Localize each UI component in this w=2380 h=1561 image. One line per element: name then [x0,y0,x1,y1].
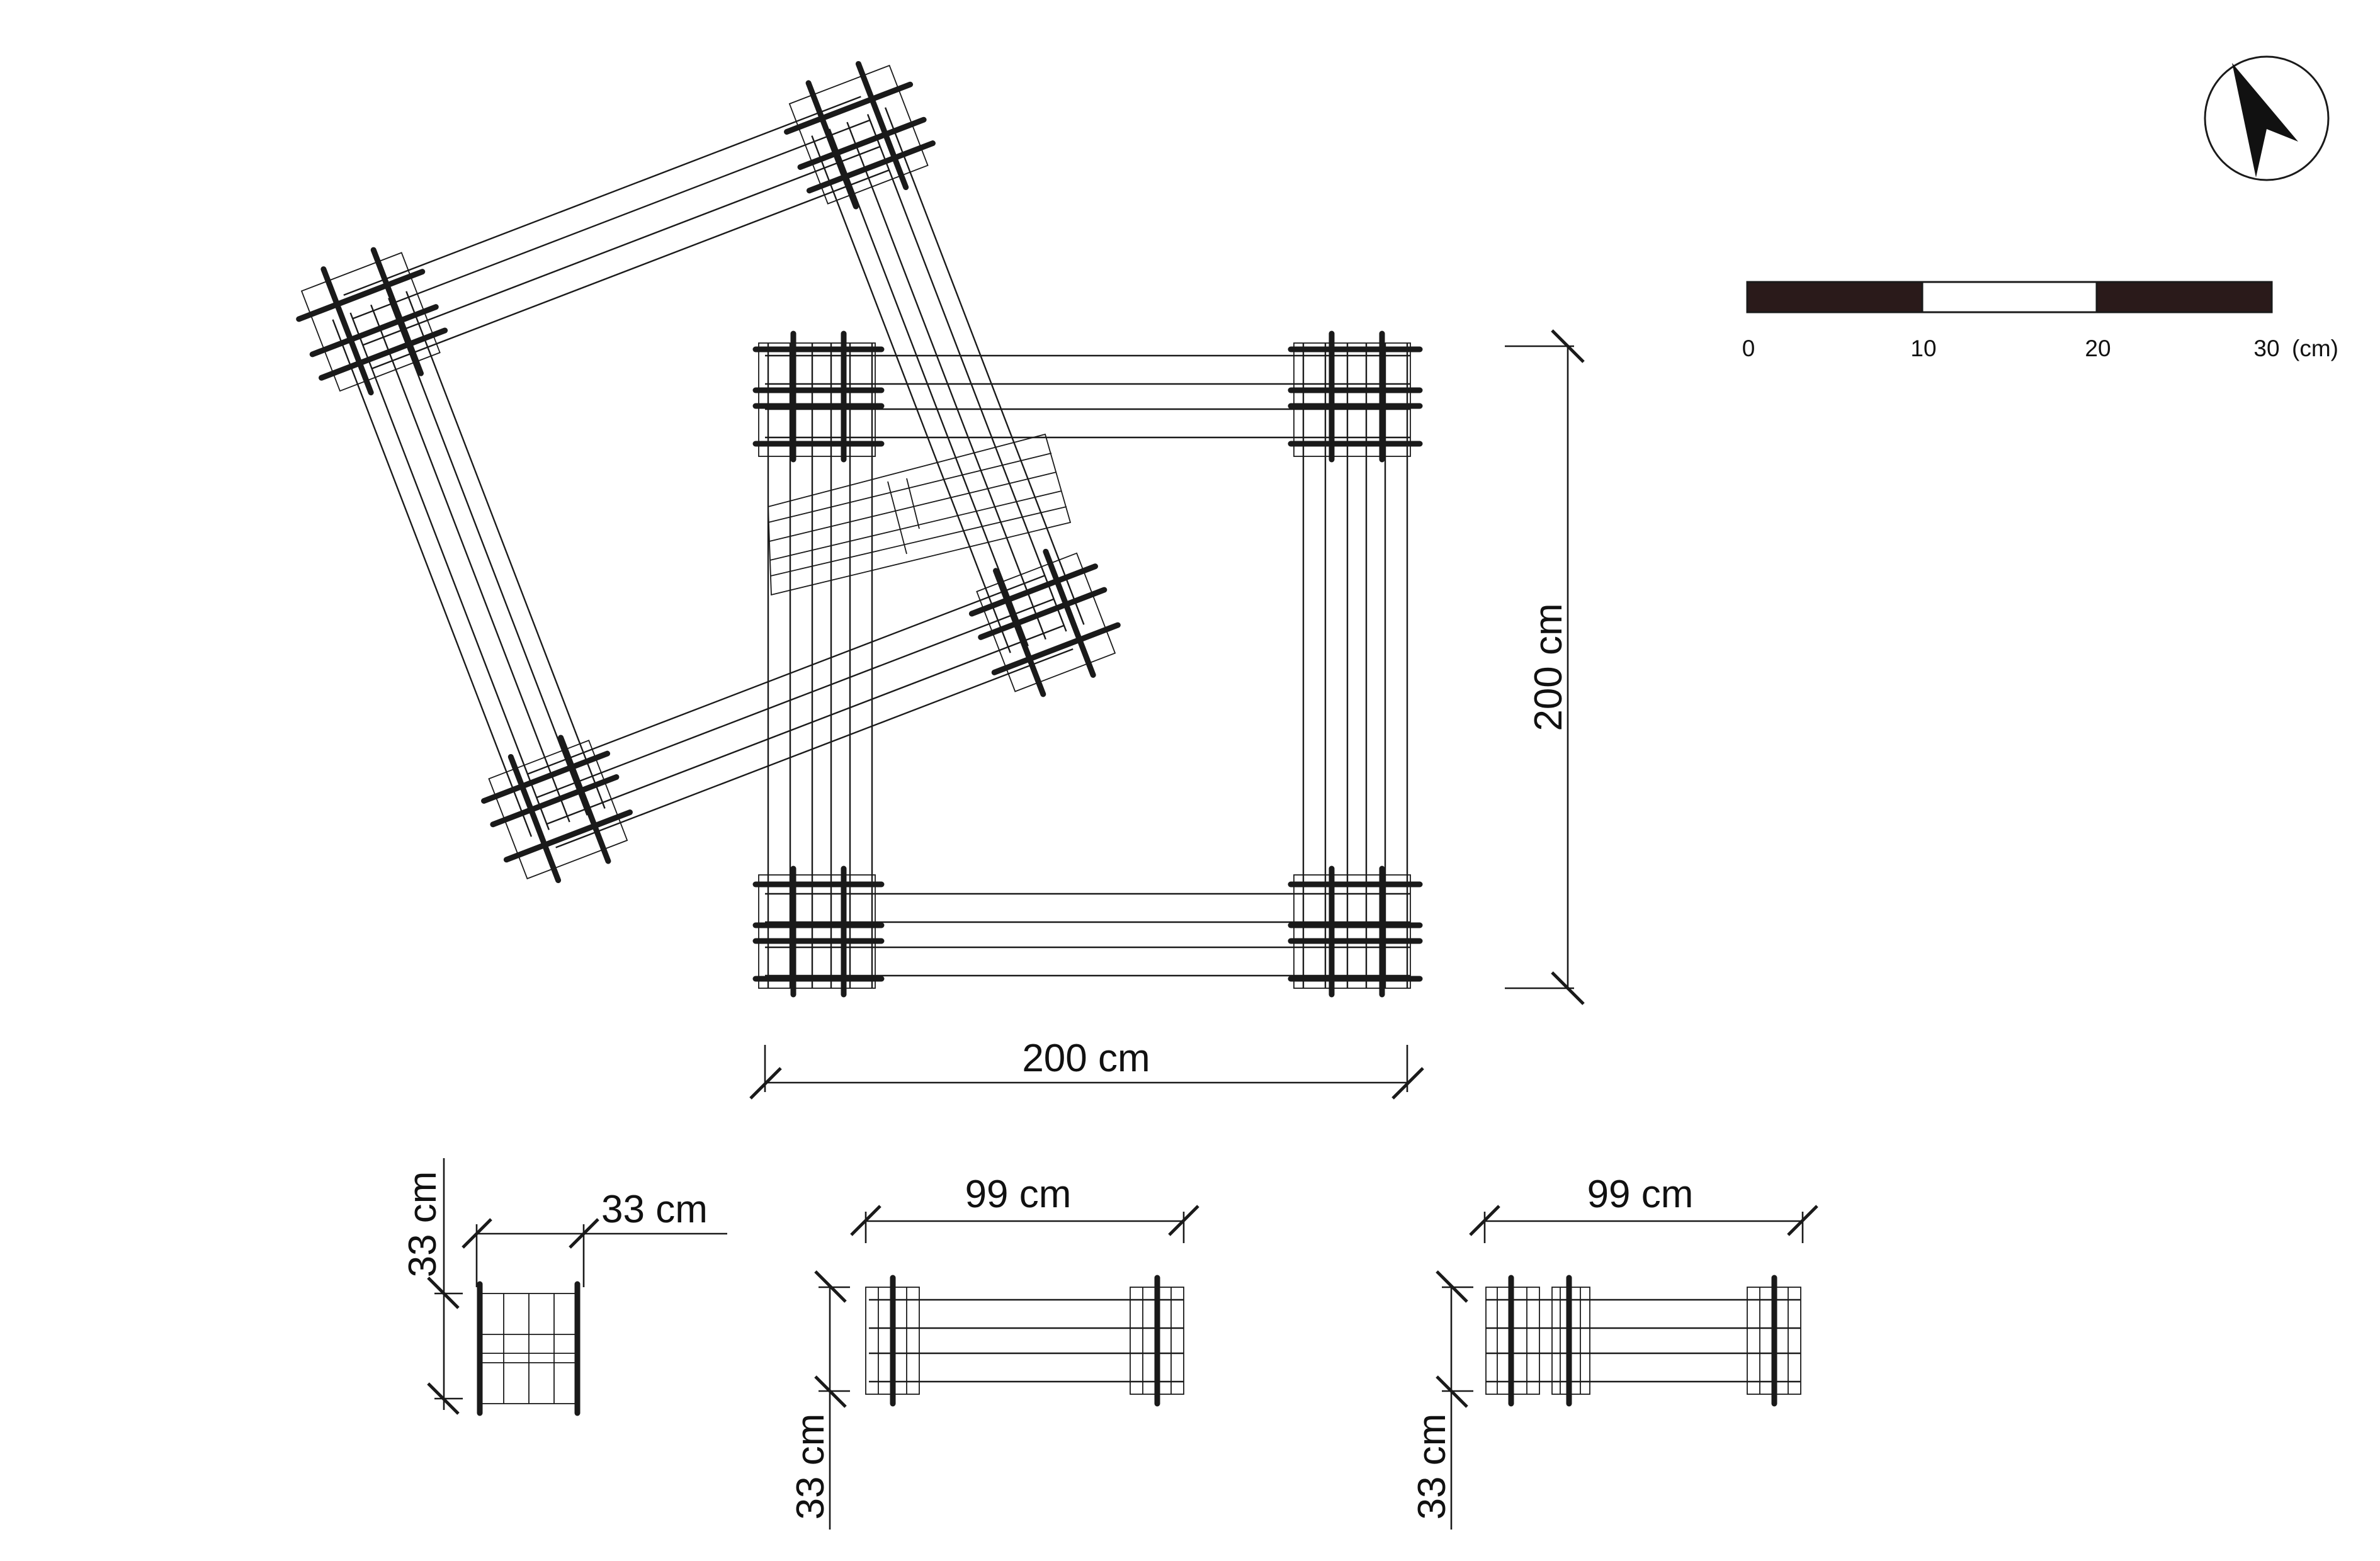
main-frame-joint-tr [1288,330,1423,463]
rotated-frame-joint-tr [784,60,936,210]
module-a: 33 cm 33 cm [401,1158,727,1416]
rotated-frame-joint-bl [481,735,633,884]
module-c-width-label: 99 cm [1587,1173,1694,1216]
main-width-label: 200 cm [1022,1037,1150,1080]
module-a-width-label: 33 cm [601,1188,708,1231]
module-c-block [1485,1275,1801,1407]
scale-bar-segment-1 [1746,281,1924,313]
module-b: 99 cm 33 cm [789,1173,1199,1530]
module-b-height-label: 33 cm [789,1414,832,1520]
main-frame-beams [765,343,1410,988]
scale-bar: 0 10 20 30 (cm) [1742,281,2338,361]
module-a-dim-width: 33 cm [462,1188,727,1287]
main-frame [752,330,1423,998]
scale-tick-20: 20 [2085,335,2111,361]
module-b-width-label: 99 cm [965,1173,1072,1216]
main-frame-joint-bl [752,865,885,998]
rotated-frame-beams [332,96,1085,848]
scale-tick-10: 10 [1910,335,1936,361]
module-b-block [865,1275,1184,1407]
module-a-block [477,1281,581,1416]
module-c: 99 cm 33 cm [1410,1173,1818,1530]
module-a-dim-height: 33 cm [401,1158,463,1415]
module-c-height-label: 33 cm [1410,1414,1454,1520]
rotated-frame [296,60,1121,884]
main-frame-joint-br [1288,865,1423,998]
dimension-main-height: 200 cm [1505,329,1585,1005]
main-frame-joint-tl [752,330,885,463]
module-c-dim-height: 33 cm [1410,1270,1473,1530]
scale-bar-segment-3 [2095,281,2273,313]
dimension-main-width: 200 cm [749,1037,1424,1100]
main-frame-crossbar [768,433,1072,596]
scale-unit: (cm) [2292,335,2338,361]
main-height-label: 200 cm [1527,603,1570,731]
module-b-dim-height: 33 cm [789,1270,850,1530]
module-c-dim-width: 99 cm [1469,1173,1818,1243]
scale-tick-30: 30 [2253,335,2279,361]
scale-tick-0: 0 [1742,335,1755,361]
module-a-height-label: 33 cm [401,1171,445,1278]
rotated-frame-joint-br [968,548,1121,697]
module-b-dim-width: 99 cm [850,1173,1199,1243]
scale-bar-segment-2 [1921,281,2098,313]
rotated-frame-joint-tl [296,247,448,396]
north-arrow-icon [2204,55,2330,181]
